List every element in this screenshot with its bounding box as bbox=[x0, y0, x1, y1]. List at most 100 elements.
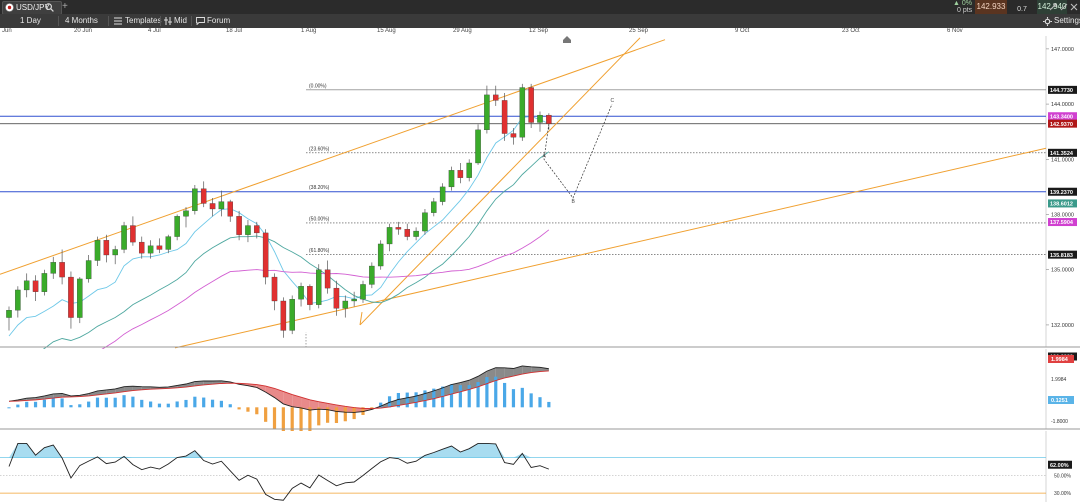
buy-price[interactable]: 142.940 bbox=[1037, 0, 1067, 14]
macd-histogram-bar bbox=[343, 407, 347, 422]
candle-body bbox=[138, 241, 145, 254]
candle-body bbox=[333, 287, 340, 309]
candle-body bbox=[85, 260, 92, 280]
toolbar-divider bbox=[108, 16, 109, 26]
mid-price-button[interactable]: Mid bbox=[174, 16, 187, 25]
macd-histogram-bar bbox=[387, 396, 392, 408]
gear-icon[interactable] bbox=[1043, 17, 1052, 26]
search-icon[interactable] bbox=[45, 3, 54, 12]
rsi-axis-label: 50.00% bbox=[1054, 473, 1072, 479]
date-axis: Jun 20 Jun 4 Jul 18 Jul 1 Aug 15 Aug 29 … bbox=[0, 28, 1080, 36]
date-label: 15 Aug bbox=[377, 28, 396, 34]
top-bar: USD/JPY + ▲ 0% 0 pts 142.933 0.7 142.940 bbox=[0, 0, 1080, 15]
candle-body bbox=[519, 87, 526, 138]
macd-fill-segment bbox=[53, 393, 63, 399]
range-dropdown[interactable]: 4 Months bbox=[65, 16, 98, 25]
candle-body bbox=[227, 201, 233, 217]
change-points: 0 pts bbox=[957, 7, 973, 14]
change-percent: ▲ 0% bbox=[953, 0, 972, 7]
candle-body bbox=[77, 278, 83, 318]
macd-histogram-bar bbox=[255, 407, 259, 415]
candle-body bbox=[422, 212, 428, 232]
candle-body bbox=[413, 230, 419, 237]
macd-histogram-bar bbox=[25, 401, 29, 408]
candle-body bbox=[377, 243, 384, 267]
close-icon[interactable] bbox=[1070, 3, 1078, 11]
symbol-flag-icon bbox=[5, 3, 14, 12]
macd-fill-segment bbox=[124, 386, 133, 392]
moving-average-line bbox=[8, 115, 550, 337]
price-tag-label: 143.3400 bbox=[1050, 114, 1073, 120]
trendline-anchor bbox=[359, 311, 363, 325]
macd-histogram-bar bbox=[414, 392, 418, 408]
candle-body bbox=[280, 300, 287, 331]
fibonacci-level-label: (38.20%) bbox=[309, 185, 330, 191]
templates-button[interactable]: Templates bbox=[125, 16, 162, 25]
rsi-value-label: 62.00% bbox=[1050, 463, 1069, 469]
macd-fill-segment bbox=[309, 399, 319, 411]
price-tag-label: 135.8183 bbox=[1050, 253, 1073, 259]
price-tag bbox=[1048, 112, 1077, 121]
macd-fill-segment bbox=[451, 382, 461, 395]
candle-body bbox=[386, 227, 393, 245]
price-axis-label: 141.0000 bbox=[1051, 157, 1074, 163]
expand-icon[interactable] bbox=[1049, 3, 1057, 11]
forum-button[interactable]: Forum bbox=[207, 16, 231, 25]
price-chart-area[interactable]: 147.0000 144.0000 141.0000 138.0000 135.0000… bbox=[0, 36, 1080, 504]
price-tag-label: 142.9370 bbox=[1050, 122, 1073, 128]
projection-point-label: B bbox=[572, 199, 576, 205]
price-axis-label: 144.0000 bbox=[1051, 102, 1074, 108]
date-label: 1 Aug bbox=[301, 28, 317, 34]
rsi-panel: 50.00% 30.00% 62.00% bbox=[0, 431, 1072, 502]
candle-body bbox=[315, 269, 322, 305]
macd-value-label: 1.9984 bbox=[1051, 357, 1069, 363]
macd-panel: 1.9984 0.1251 -1.8000 1.9984 bbox=[0, 349, 1080, 438]
macd-histogram-bar bbox=[228, 404, 232, 408]
macd-fill-segment bbox=[132, 386, 142, 391]
candle-body bbox=[23, 280, 30, 291]
macd-fill-segment bbox=[274, 388, 284, 404]
macd-value-label: 0.1251 bbox=[1051, 398, 1068, 404]
macd-signal-line bbox=[8, 370, 549, 410]
macd-histogram-bar bbox=[423, 390, 427, 408]
interval-dropdown[interactable]: 1 Day bbox=[20, 16, 41, 25]
link-icon[interactable] bbox=[1060, 3, 1068, 11]
macd-histogram-bar bbox=[42, 399, 46, 408]
macd-fill-segment bbox=[354, 407, 363, 413]
candle-body bbox=[448, 170, 455, 188]
price-axis-label: 147.0000 bbox=[1051, 47, 1074, 53]
macd-histogram-bar bbox=[547, 401, 551, 408]
macd-histogram-bar bbox=[529, 393, 533, 408]
macd-fill-segment bbox=[97, 389, 107, 395]
macd-histogram-bar bbox=[33, 401, 38, 408]
macd-fill-segment bbox=[106, 388, 116, 394]
macd-histogram-bar bbox=[60, 398, 64, 408]
sell-price[interactable]: 142.933 bbox=[975, 0, 1007, 14]
toolbar-divider bbox=[191, 16, 192, 26]
candle-body bbox=[50, 262, 57, 274]
date-label: 23 Oct bbox=[842, 28, 860, 34]
macd-fill-segment bbox=[540, 367, 549, 372]
settings-button[interactable]: Settings bbox=[1054, 16, 1080, 25]
add-tab-icon[interactable]: + bbox=[62, 1, 68, 12]
macd-histogram-bar bbox=[149, 401, 153, 408]
candle-body bbox=[271, 276, 278, 302]
candle-body bbox=[209, 203, 216, 210]
macd-histogram-bar bbox=[326, 407, 330, 423]
candle-body bbox=[41, 273, 48, 292]
macd-histogram-bar bbox=[175, 401, 179, 408]
macd-fill-segment bbox=[336, 404, 346, 413]
macd-histogram-bar bbox=[16, 404, 20, 408]
rsi-value-tag bbox=[1048, 460, 1072, 469]
macd-histogram-bar bbox=[7, 407, 11, 409]
macd-histogram-bar bbox=[264, 407, 268, 422]
macd-fill-segment bbox=[513, 365, 523, 377]
candle-body bbox=[121, 225, 127, 250]
candle-body bbox=[165, 236, 172, 250]
macd-histogram-bar bbox=[352, 407, 356, 420]
price-tag bbox=[1048, 199, 1077, 208]
date-label: 9 Oct bbox=[735, 28, 750, 34]
candle-body bbox=[200, 188, 207, 204]
macd-fill-segment bbox=[283, 391, 293, 407]
macd-fill-segment bbox=[460, 380, 470, 392]
